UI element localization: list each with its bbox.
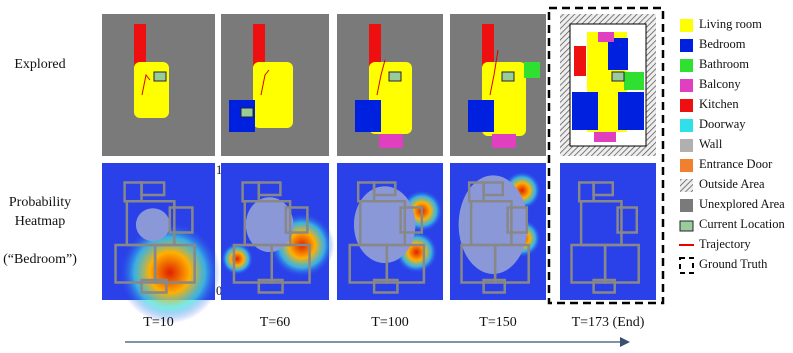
legend-swatch [680,179,693,192]
floor-plan [603,243,640,284]
ground-truth-box [547,6,665,305]
colorbar-label: 0 [216,284,222,298]
legend-label: Bathroom [699,57,749,71]
floor-plan [257,278,284,294]
legend-label: Unexplored Area [699,197,785,211]
legend-swatch [679,220,694,232]
explored-area [353,186,416,264]
room [598,32,614,42]
row-label: Explored [14,57,65,72]
current-location [240,107,254,118]
trajectory [260,69,270,96]
legend-label: Ground Truth [699,257,768,271]
colorbar-label: 1 [216,163,222,177]
heat-spot [118,221,221,324]
floor-plan [140,278,168,294]
room [624,72,644,90]
trajectory [141,73,151,96]
legend-swatch [680,159,693,172]
floor-plan [257,181,282,197]
current-location [611,71,625,82]
explored-area [245,197,294,253]
room [524,62,540,78]
legend-label: Current Location [699,217,785,231]
room [369,24,381,69]
legend-swatch [680,199,693,212]
floor-plan [153,243,196,284]
room [594,132,616,142]
timestep-label: T=100 [371,315,408,330]
current-location [501,71,515,82]
floor-plan [506,206,529,234]
legend-label: Kitchen [699,97,739,111]
heatmap-background [560,163,656,300]
room [618,92,644,130]
explored-area [135,208,170,242]
room [253,24,265,69]
heat-spot [221,242,254,276]
floor-plan [616,206,639,234]
trajectory [489,49,499,96]
legend-swatch [680,139,693,152]
legend-label: Bedroom [699,37,746,51]
room [134,62,169,118]
floor-plan [140,181,166,197]
floor-plan [385,243,426,284]
explored-area [458,175,528,274]
legend-swatch [680,59,693,72]
room [482,24,494,69]
room [608,38,628,70]
row-label: Heatmap [15,214,66,229]
trajectory [376,59,386,96]
legend-label: Trajectory [699,237,751,251]
floor-plan [372,278,399,294]
floor-plan [372,181,397,197]
row-label: (“Bedroom”) [3,252,77,267]
legend-label: Outside Area [699,177,765,191]
floor-plan [482,278,506,294]
legend-label: Doorway [699,117,746,131]
timestep-label: T=10 [143,315,173,330]
legend-label: Living room [699,17,762,31]
current-location [388,71,402,82]
room [492,134,516,148]
legend-swatch [680,119,693,132]
legend-swatch [680,99,693,112]
room [355,100,381,132]
timestep-label: T=60 [260,315,290,330]
floor-plan [399,206,424,234]
floor-plan [270,243,311,284]
legend-label: Wall [699,137,723,151]
floor-plan [493,243,530,284]
legend-swatch [680,79,693,92]
timestep-label: T=173 (End) [572,315,645,330]
floor-plan [592,181,615,197]
room [379,134,403,148]
floor-plan [482,181,505,197]
legend-label: Balcony [699,77,741,91]
floor-plan [284,206,309,234]
time-arrow-head [620,337,630,347]
room [253,62,293,128]
legend-label: Entrance Door [699,157,773,171]
room [572,92,598,130]
floor-plan [168,206,194,234]
legend-swatch [680,19,693,32]
legend-swatch [680,39,693,52]
room [134,24,146,69]
row-label: Probability [9,195,71,210]
timestep-label: T=150 [479,315,516,330]
current-location [153,71,167,82]
floor-plan [592,278,616,294]
room [574,46,586,76]
legend-swatch [679,257,694,274]
room [468,100,494,132]
